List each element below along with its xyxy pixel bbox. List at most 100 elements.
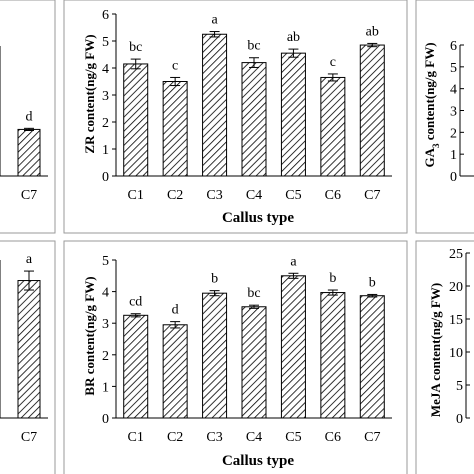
y-tick-label: 4 — [102, 286, 109, 301]
error-bar-C5 — [288, 272, 299, 279]
category-label-C6: C6 — [325, 430, 341, 445]
significance-label-C2: c — [172, 58, 178, 73]
y-tick-label: 0 — [450, 170, 457, 185]
frame-top-right — [415, 0, 474, 234]
y-tick-label: 4 — [450, 83, 457, 98]
y-tick-label: 6 — [450, 39, 457, 54]
significance-label-C7: b — [369, 275, 376, 290]
bar-C7 — [17, 280, 41, 419]
frame-bottom-right — [415, 240, 474, 474]
error-bar-C6 — [327, 73, 338, 82]
y-tick-label: 25 — [449, 247, 463, 262]
category-label-C7: C7 — [364, 188, 380, 203]
x-axis-label: Callus type — [222, 210, 294, 226]
y-tick-label: 3 — [450, 105, 457, 120]
y-tick-label: 0 — [102, 412, 109, 427]
category-label-C5: C5 — [285, 430, 301, 445]
significance-label-C3: a — [211, 13, 218, 28]
bar-C2 — [162, 81, 188, 177]
y-tick-label: 15 — [449, 313, 463, 328]
bar-C3 — [202, 33, 228, 177]
category-label-C1: C1 — [128, 430, 144, 445]
y-axis-label: GA3 content(ng/g FW) — [422, 42, 441, 167]
frame-top-middle — [63, 0, 408, 234]
y-tick-label: 5 — [102, 254, 109, 269]
significance-label-C5: a — [290, 254, 297, 269]
y-tick-label: 6 — [102, 8, 109, 23]
bar-C5 — [280, 52, 306, 177]
category-label-C7: C7 — [364, 430, 380, 445]
bar-C6 — [320, 76, 346, 177]
bar-C3 — [202, 292, 228, 419]
error-bar-C3 — [209, 290, 220, 297]
error-bar-C6 — [327, 289, 338, 296]
category-label-C3: C3 — [206, 188, 222, 203]
significance-label-C4: bc — [247, 39, 260, 54]
category-label-C6: C6 — [325, 188, 341, 203]
y-tick-label: 2 — [450, 126, 457, 141]
error-bar-C1 — [130, 58, 141, 70]
y-axis-label: BR content(ng/g FW) — [82, 276, 97, 395]
error-bar-C4 — [249, 304, 259, 309]
error-bar-C4 — [249, 57, 259, 68]
panel-meja: 0 5 10 15 20 25 MeJA content(ng/g FW) — [428, 247, 470, 427]
significance-label-C3: b — [211, 272, 218, 287]
panel-bottom-left: a C7 — [0, 252, 48, 445]
panel-zr: 0 1 2 3 4 5 6 bc C1 c C2 a C3 bc C4 ab C5 c C6 ab C7 ZR con… — [82, 8, 392, 226]
y-tick-label: 0 — [456, 412, 463, 427]
bar-C4 — [241, 62, 267, 177]
frame-bottom-middle — [63, 240, 408, 474]
significance-label-C1: bc — [129, 40, 142, 55]
y-tick-label: 2 — [102, 116, 109, 131]
y-tick-label: 1 — [102, 143, 109, 158]
significance-label-C1: cd — [129, 295, 142, 310]
category-label-C2: C2 — [167, 430, 183, 445]
bar-C7 — [359, 44, 385, 177]
y-axis-label: ZR content(ng/g FW) — [82, 34, 97, 153]
bar-C7 — [359, 295, 385, 419]
y-tick-label: 3 — [102, 317, 109, 332]
bar-C4 — [241, 306, 267, 419]
y-tick-label: 1 — [450, 148, 457, 163]
bar-C2 — [162, 324, 188, 419]
bar-C1 — [123, 314, 149, 419]
error-bar-C7 — [24, 270, 34, 291]
panel-top-left: d C7 — [0, 46, 48, 203]
y-tick-label: 4 — [102, 62, 109, 77]
category-label-C3: C3 — [206, 430, 222, 445]
error-bar-C1 — [130, 313, 141, 318]
category-label-C7: C7 — [21, 430, 37, 445]
frame-top-left — [0, 0, 56, 234]
y-tick-label: 5 — [450, 61, 457, 76]
panel-br: 0 1 2 3 4 5 cd C1 d C2 b C3 bc C4 a C5 b C6 b C7 BR conten… — [82, 254, 392, 469]
y-tick-label: 10 — [449, 346, 463, 361]
error-bar-C3 — [209, 31, 220, 38]
significance-label-C7: ab — [366, 24, 379, 39]
frame-bottom-left — [0, 240, 56, 474]
y-tick-label: 2 — [102, 349, 109, 364]
error-bar-C2 — [170, 321, 181, 329]
x-axis-label: Callus type — [222, 453, 294, 469]
category-label-C2: C2 — [167, 188, 183, 203]
y-axis-label: MeJA content(ng/g FW) — [428, 283, 443, 417]
significance-label-C5: ab — [287, 30, 300, 45]
significance-label-C6: c — [330, 55, 336, 70]
y-tick-label: 0 — [102, 170, 109, 185]
significance-label-C4: bc — [247, 286, 260, 301]
category-label-C7: C7 — [21, 188, 37, 203]
bar-C1 — [123, 63, 149, 177]
category-label-C4: C4 — [246, 188, 262, 203]
bar-C7 — [17, 128, 41, 177]
error-bar-C7 — [367, 42, 378, 48]
significance-label-C7: d — [26, 109, 33, 124]
significance-label-C7: a — [26, 252, 33, 267]
y-tick-label: 5 — [102, 35, 109, 50]
y-tick-label: 3 — [102, 89, 109, 104]
y-tick-label: 1 — [102, 380, 109, 395]
y-tick-label: 20 — [449, 280, 463, 295]
error-bar-C5 — [288, 48, 299, 58]
error-bar-C7 — [24, 127, 34, 131]
bar-C5 — [280, 275, 306, 419]
